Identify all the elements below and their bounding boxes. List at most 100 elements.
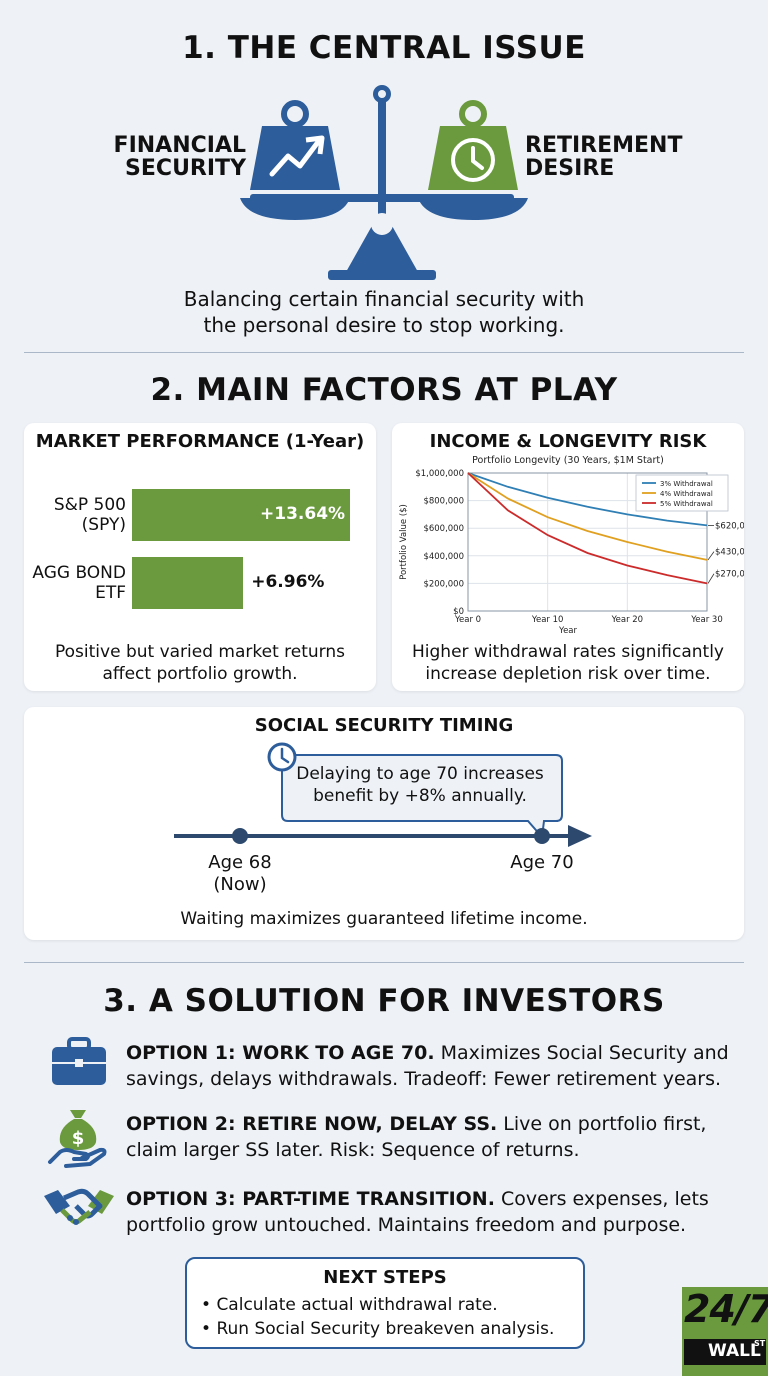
financial-label-line2: SECURITY xyxy=(125,156,246,181)
y-tick-label: $600,000 xyxy=(423,524,464,534)
section-1-caption-line2: the personal desire to stop working. xyxy=(203,313,565,337)
line-chart-title: Portfolio Longevity (30 Years, $1M Start… xyxy=(472,455,664,466)
option-2-text: OPTION 2: RETIRE NOW, DELAY SS. Live on … xyxy=(126,1111,736,1163)
bar-1 xyxy=(132,557,244,609)
option-3-line1: Covers expenses, lets xyxy=(494,1188,709,1210)
bar-0 xyxy=(132,489,350,541)
next-steps-list: • Calculate actual withdrawal rate. • Ru… xyxy=(201,1293,554,1341)
y-tick-label: $200,000 xyxy=(423,579,464,589)
age-68-label-line2: (Now) xyxy=(213,874,267,895)
plot-frame xyxy=(467,472,708,612)
end-label-leader xyxy=(707,551,715,561)
longevity-caption-line1: Higher withdrawal rates significantly xyxy=(412,642,724,662)
retirement-label-line2: DESIRE xyxy=(525,156,615,181)
series-end-label: $430,000 xyxy=(715,548,744,558)
logo-wall-text: WALL xyxy=(708,1341,761,1361)
logo-247-text: 24/7 xyxy=(684,1287,768,1331)
divider-2 xyxy=(24,962,744,963)
ss-callout-line2: benefit by +8% annually. xyxy=(313,786,527,806)
retirement-label-line1: RETIREMENT xyxy=(525,133,683,158)
clock-icon xyxy=(267,742,297,772)
svg-text:$: $ xyxy=(72,1128,85,1149)
option-1-line2: savings, delays withdrawals. Tradeoff: F… xyxy=(126,1068,722,1090)
logo-st-text: ST xyxy=(754,1339,766,1348)
y-tick-label: $0 xyxy=(453,607,464,617)
y-tick-label: $800,000 xyxy=(423,497,464,507)
next-step-item: • Calculate actual withdrawal rate. xyxy=(201,1295,498,1315)
next-steps-box: NEXT STEPS • Calculate actual withdrawal… xyxy=(185,1257,585,1349)
ss-callout-line1: Delaying to age 70 increases xyxy=(296,764,544,784)
briefcase-icon xyxy=(52,1037,106,1085)
balance-scale-icon xyxy=(240,85,528,280)
option-1-text: OPTION 1: WORK TO AGE 70. Maximizes Soci… xyxy=(126,1040,736,1092)
longevity-caption-line2: increase depletion risk over time. xyxy=(425,664,711,684)
option-2-line1: Live on portfolio first, xyxy=(497,1113,707,1135)
ss-timeline-graphic xyxy=(174,742,592,847)
trend-up-weight-icon xyxy=(250,100,340,190)
option-1-title: OPTION 1: WORK TO AGE 70. xyxy=(126,1042,435,1064)
option-2-line2: claim larger SS later. Risk: Sequence of… xyxy=(126,1139,580,1161)
market-bar-chart: S&P 500 (SPY) +13.64% AGG BOND ETF +6.96% xyxy=(24,423,376,623)
market-caption-line1: Positive but varied market returns xyxy=(55,642,345,662)
x-tick-label: Year 30 xyxy=(690,615,723,625)
x-tick-label: Year 20 xyxy=(611,615,644,625)
y-tick-label: $1,000,000 xyxy=(415,469,464,479)
y-tick-label: $400,000 xyxy=(423,552,464,562)
age-68-label: Age 68 (Now) xyxy=(180,852,300,896)
next-step-item: • Run Social Security breakeven analysis… xyxy=(201,1319,555,1339)
handshake-icon xyxy=(44,1188,114,1225)
social-security-title: SOCIAL SECURITY TIMING xyxy=(254,715,514,736)
portfolio-longevity-chart: Portfolio Longevity (30 Years, $1M Start… xyxy=(399,455,744,636)
legend-label: 3% Withdrawal xyxy=(660,480,713,488)
section-1-caption-line1: Balancing certain financial security wit… xyxy=(183,287,585,311)
market-performance-title: MARKET PERFORMANCE (1-Year) xyxy=(35,431,365,452)
x-tick-label: Year 0 xyxy=(454,615,481,625)
option-1-line1: Maximizes Social Security and xyxy=(434,1042,729,1064)
legend-label: 5% Withdrawal xyxy=(660,500,713,508)
section-1-caption: Balancing certain financial security wit… xyxy=(0,286,768,338)
ss-callout-text: Delaying to age 70 increases benefit by … xyxy=(286,763,554,807)
option-2-title: OPTION 2: RETIRE NOW, DELAY SS. xyxy=(126,1113,498,1135)
logo-band xyxy=(684,1339,766,1365)
bar-value-label: +6.96% xyxy=(251,572,325,592)
longevity-risk-card: INCOME & LONGEVITY RISK Portfolio Longev… xyxy=(392,423,744,691)
market-performance-card: MARKET PERFORMANCE (1-Year) S&P 500 (SPY)… xyxy=(24,423,376,691)
section-2-title: 2. MAIN FACTORS AT PLAY xyxy=(150,372,618,408)
clock-weight-icon xyxy=(428,100,518,190)
financial-security-label: FINANCIAL SECURITY xyxy=(110,134,246,180)
option-3-text: OPTION 3: PART-TIME TRANSITION. Covers e… xyxy=(126,1186,736,1238)
bar-category-label: AGG BOND ETF xyxy=(32,563,126,603)
next-steps-title: NEXT STEPS xyxy=(323,1267,447,1288)
social-security-card: SOCIAL SECURITY TIMING Delaying to age 7… xyxy=(24,707,744,940)
market-caption: Positive but varied market returns affec… xyxy=(24,641,376,685)
retirement-desire-label: RETIREMENT DESIRE xyxy=(525,134,705,180)
timeline-marker-age-70 xyxy=(534,828,550,844)
legend-label: 4% Withdrawal xyxy=(660,490,713,498)
option-3-title: OPTION 3: PART-TIME TRANSITION. xyxy=(126,1188,495,1210)
y-axis-label: Portfolio Value ($) xyxy=(399,504,409,580)
financial-label-line1: FINANCIAL xyxy=(113,133,246,158)
bar-category-label: S&P 500 (SPY) xyxy=(53,495,126,535)
ss-caption: Waiting maximizes guaranteed lifetime in… xyxy=(180,909,588,929)
bar-value-label: +13.64% xyxy=(260,504,346,524)
section-3-title: 3. A SOLUTION FOR INVESTORS xyxy=(103,983,665,1019)
next-step-2: Run Social Security breakeven analysis. xyxy=(216,1319,555,1339)
option-3-line2: portfolio grow untouched. Maintains free… xyxy=(126,1214,687,1236)
247-wall-st-logo: 24/7 WALL ST xyxy=(682,1287,768,1376)
x-tick-label: Year 10 xyxy=(531,615,564,625)
x-axis-label: Year xyxy=(558,626,578,636)
section-1-title: 1. THE CENTRAL ISSUE xyxy=(182,30,586,66)
series-line-2 xyxy=(467,472,708,585)
money-bag-hand-icon: $ xyxy=(48,1110,107,1168)
series-line-1 xyxy=(467,472,708,561)
age-70-label: Age 70 xyxy=(510,852,574,873)
end-label-leader xyxy=(707,573,715,584)
series-line-0 xyxy=(467,472,708,527)
market-caption-line2: affect portfolio growth. xyxy=(102,664,298,684)
timeline-marker-age-68 xyxy=(232,828,248,844)
next-step-1: Calculate actual withdrawal rate. xyxy=(216,1295,498,1315)
longevity-risk-title: INCOME & LONGEVITY RISK xyxy=(429,431,707,452)
age-68-label-line1: Age 68 xyxy=(208,852,272,873)
series-end-label: $620,000 xyxy=(715,521,744,531)
divider-1 xyxy=(24,352,744,353)
